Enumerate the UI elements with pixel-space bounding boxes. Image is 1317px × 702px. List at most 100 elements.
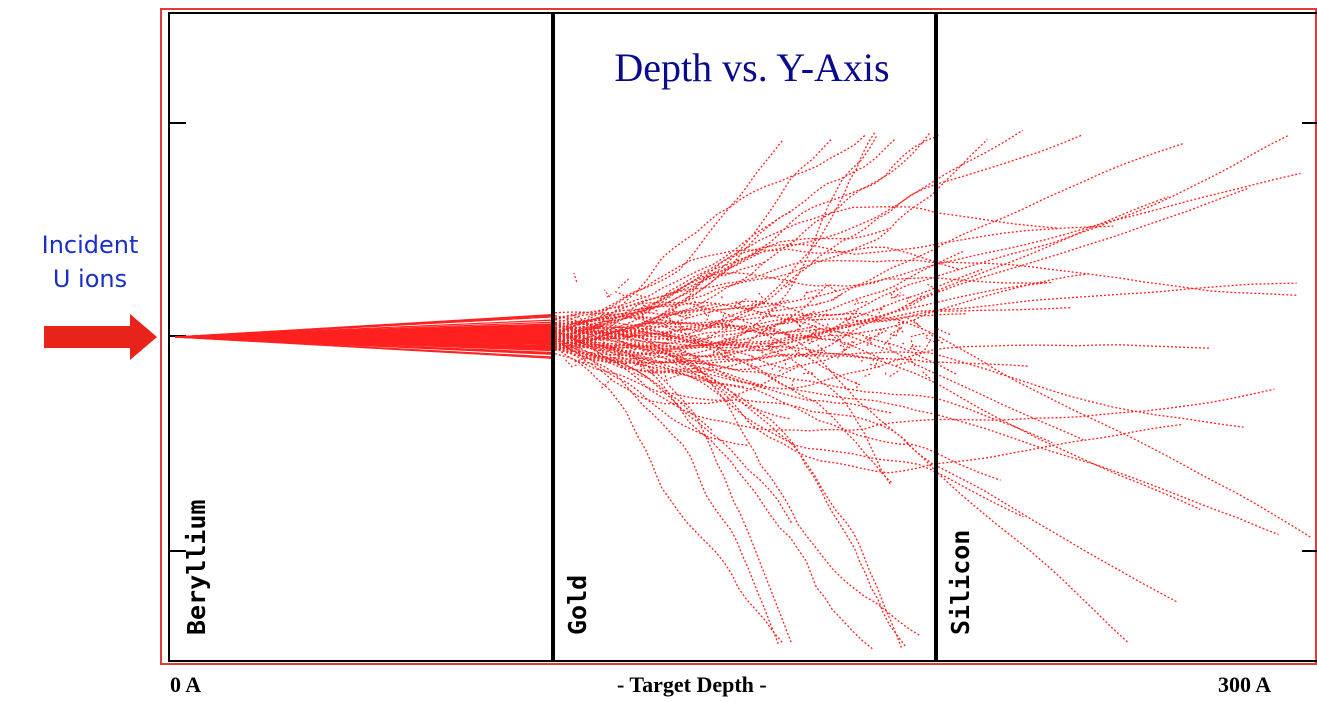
- ion-track-fragment: [784, 357, 787, 365]
- ion-track-fragment: [580, 327, 590, 332]
- ion-track-fragment: [817, 344, 827, 353]
- ion-track-fragment: [582, 354, 588, 365]
- ion-track-fragment: [720, 296, 724, 300]
- ion-track-fragment: [790, 379, 794, 390]
- ion-track-fragment: [842, 345, 847, 355]
- ion-track-fragment: [682, 313, 691, 317]
- ion-track-fragment: [639, 364, 645, 372]
- ion-track-fragment: [922, 371, 932, 380]
- x-axis-title: - Target Depth -: [617, 672, 767, 697]
- ion-track-fragment: [784, 333, 795, 337]
- ion-track-fragment: [906, 317, 920, 327]
- ion-track-fragment: [855, 382, 858, 389]
- ion-track-scattered: [554, 259, 1298, 342]
- ion-track-fragment: [876, 328, 882, 338]
- ion-track-fragment: [719, 335, 724, 339]
- ion-track-fragment: [799, 310, 815, 321]
- ion-track-fragment: [771, 351, 774, 354]
- ion-track-fragment: [780, 319, 787, 327]
- ion-track-scattered: [554, 346, 783, 643]
- ion-track-fragment: [575, 342, 579, 353]
- ion-track-core: [174, 336, 556, 351]
- ion-track-fragment: [756, 310, 765, 319]
- ion-track-core: [174, 332, 556, 338]
- ion-track-fragment: [647, 365, 655, 376]
- ion-track-scattered: [554, 328, 889, 405]
- ion-track-scattered: [554, 325, 817, 360]
- ion-track-scattered: [554, 337, 780, 646]
- incident-ions-label: Incident U ions: [20, 228, 160, 296]
- x-axis-right-label: 300 A: [1218, 672, 1272, 697]
- ion-track-fragment: [778, 366, 783, 373]
- ion-track-fragment: [771, 365, 775, 370]
- ion-track-fragment: [741, 324, 746, 331]
- ion-track-fragment: [847, 329, 850, 332]
- ion-track-fragment: [845, 315, 848, 320]
- ion-track-scattered: [554, 135, 866, 340]
- ion-track-fragment: [570, 321, 573, 331]
- ion-track-fragment: [802, 372, 814, 375]
- ion-track-fragment: [841, 341, 855, 352]
- ion-track-fragment: [679, 348, 684, 359]
- ion-track-fragment: [819, 351, 822, 355]
- ion-track-fragment: [766, 326, 776, 330]
- ion-track-fragment: [650, 342, 652, 349]
- ion-track-scattered: [554, 137, 897, 319]
- ion-track-fragment: [887, 341, 892, 349]
- ion-track-fragment: [706, 334, 710, 338]
- ion-track-fragment: [604, 337, 620, 344]
- ion-track-fragment: [866, 341, 874, 347]
- ion-track-core: [174, 316, 556, 338]
- ion-track-fragment: [723, 324, 729, 334]
- ion-track-scattered: [554, 335, 1244, 428]
- ion-track-scattered: [554, 206, 1059, 342]
- ion-track-fragment: [936, 328, 951, 336]
- ion-track-fragment: [803, 336, 815, 343]
- ion-track-scattered: [554, 134, 941, 345]
- ion-track-scattered: [554, 139, 832, 330]
- ion-track-core: [174, 336, 556, 347]
- ion-track-fragment: [599, 336, 609, 340]
- ion-track-fragment: [766, 341, 776, 347]
- ion-track-scattered: [554, 315, 1053, 444]
- ion-track-scattered: [554, 327, 1183, 474]
- ion-track-fragment: [788, 363, 800, 369]
- ion-track-fragment: [574, 355, 590, 363]
- ion-track-fragment: [767, 344, 781, 351]
- ion-track-fragment: [617, 278, 630, 289]
- ion-track-scattered: [554, 329, 1275, 432]
- ion-track-fragment: [881, 349, 883, 352]
- ion-track-fragment: [893, 291, 901, 299]
- ion-track-fragment: [632, 357, 647, 368]
- ion-track-fragment: [693, 300, 699, 307]
- ion-track-fragment: [732, 298, 747, 308]
- ion-track-fragment: [783, 278, 797, 290]
- ion-track-scattered: [554, 134, 1082, 349]
- ion-track-fragment: [924, 341, 931, 351]
- ion-track-fragment: [573, 272, 578, 282]
- ion-track-scattered: [554, 341, 792, 420]
- ion-track-scattered: [554, 321, 707, 346]
- ion-track-fragment: [812, 318, 824, 321]
- ion-track-scattered: [554, 225, 1114, 334]
- ion-track-fragment: [770, 314, 776, 317]
- ion-track-fragment: [806, 289, 820, 294]
- ion-track-fragment: [747, 308, 754, 313]
- x-axis-left-label: 0 A: [170, 672, 202, 697]
- ion-track-fragment: [668, 326, 678, 332]
- ion-track-scattered: [554, 312, 1312, 539]
- ion-track-fragment: [855, 301, 868, 305]
- incident-label-line-1: Incident: [41, 231, 139, 259]
- ion-track-fragment: [892, 334, 897, 338]
- ion-track-fragment: [902, 342, 905, 345]
- ion-track-fragment: [925, 330, 933, 337]
- ion-track-fragment: [822, 329, 832, 336]
- plot-frame: [160, 8, 1317, 665]
- ion-tracks: [174, 129, 1312, 650]
- ion-track-scattered: [554, 252, 762, 337]
- ion-track-fragment: [752, 299, 757, 305]
- ion-track-fragment: [613, 335, 617, 343]
- ion-track-fragment: [769, 330, 778, 339]
- layer-label-beryllium: Beryllium: [182, 500, 211, 635]
- ion-track-fragment: [721, 311, 725, 321]
